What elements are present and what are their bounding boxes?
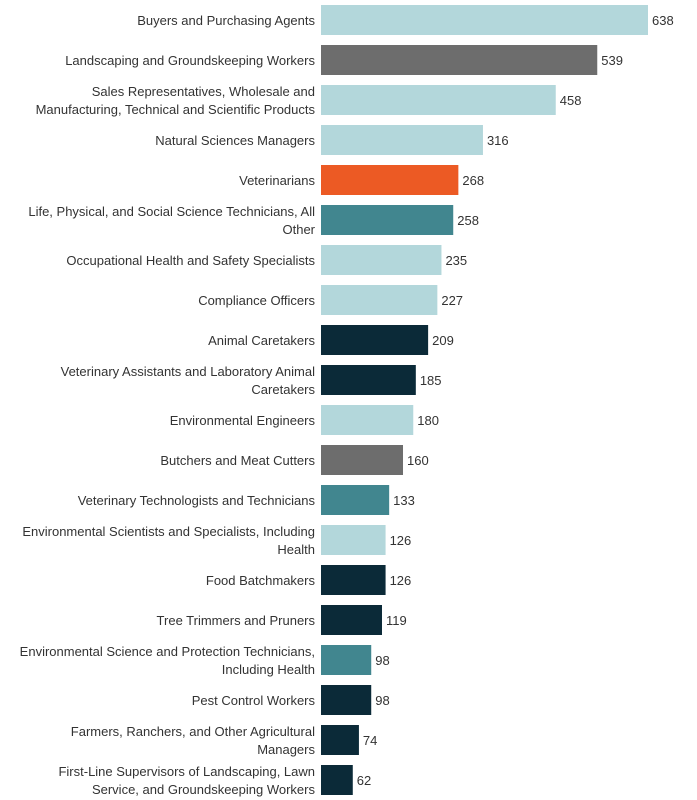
value-label: 126 [390,573,412,588]
bar [321,725,359,755]
bar [321,205,454,235]
category-label: First-Line Supervisors of Landscaping, L… [58,764,315,797]
category-label: Veterinary Technologists and Technicians [78,493,316,508]
category-label-line: Including Health [222,662,315,677]
value-label: 98 [375,693,389,708]
bar [321,5,648,35]
category-label-line: First-Line Supervisors of Landscaping, L… [58,764,315,779]
value-label: 62 [357,773,371,788]
bar [321,405,414,435]
category-label: Environmental Engineers [170,413,316,428]
category-label: Food Batchmakers [206,573,316,588]
bar [321,45,598,75]
value-label: 638 [652,13,674,28]
category-label-line: Service, and Groundskeeping Workers [92,782,316,797]
value-label: 258 [457,213,479,228]
value-label: 209 [432,333,454,348]
bar [321,285,438,315]
category-label-line: Farmers, Ranchers, and Other Agricultura… [71,724,315,739]
value-label: 316 [487,133,509,148]
bar [321,765,353,795]
category-label: Farmers, Ranchers, and Other Agricultura… [71,724,316,757]
value-label: 126 [390,533,412,548]
category-label: Veterinarians [239,173,315,188]
bar [321,365,416,395]
category-label-line: Sales Representatives, Wholesale and [92,84,315,99]
bar [321,685,372,715]
bar [321,525,386,555]
value-label: 185 [420,373,442,388]
bar [321,325,429,355]
category-label-line: Managers [257,742,315,757]
category-label-line: Environmental Scientists and Specialists… [22,524,315,539]
bar [321,165,459,195]
bar [321,485,390,515]
category-label-line: Life, Physical, and Social Science Techn… [28,204,315,219]
category-label: Life, Physical, and Social Science Techn… [28,204,315,237]
value-label: 268 [462,173,484,188]
category-label: Tree Trimmers and Pruners [157,613,316,628]
value-label: 235 [445,253,467,268]
bar [321,245,442,275]
category-label: Pest Control Workers [192,693,316,708]
category-label-line: Manufacturing, Technical and Scientific … [36,102,316,117]
bar [321,85,556,115]
value-label: 74 [363,733,377,748]
category-label-line: Environmental Science and Protection Tec… [20,644,315,659]
category-label: Occupational Health and Safety Specialis… [66,253,315,268]
bar [321,605,382,635]
value-label: 539 [601,53,623,68]
bar [321,565,386,595]
bar [321,125,483,155]
value-label: 119 [386,613,407,628]
value-label: 160 [407,453,429,468]
value-label: 227 [441,293,463,308]
category-label-line: Caretakers [251,382,315,397]
category-label-line: Other [282,222,315,237]
category-label: Animal Caretakers [208,333,315,348]
category-label: Landscaping and Groundskeeping Workers [65,53,315,68]
category-label: Environmental Science and Protection Tec… [20,644,315,677]
category-label: Buyers and Purchasing Agents [137,13,315,28]
value-label: 180 [417,413,439,428]
category-label-line: Veterinary Assistants and Laboratory Ani… [61,364,315,379]
category-label: Butchers and Meat Cutters [160,453,315,468]
category-label: Environmental Scientists and Specialists… [22,524,315,557]
value-label: 133 [393,493,415,508]
category-label: Veterinary Assistants and Laboratory Ani… [61,364,316,397]
category-label: Compliance Officers [198,293,315,308]
bar [321,445,404,475]
value-label: 98 [375,653,389,668]
category-label-line: Health [277,542,315,557]
category-label: Sales Representatives, Wholesale and Manu… [36,84,316,117]
category-label: Natural Sciences Managers [155,133,315,148]
value-label: 458 [560,93,582,108]
bar [321,645,372,675]
